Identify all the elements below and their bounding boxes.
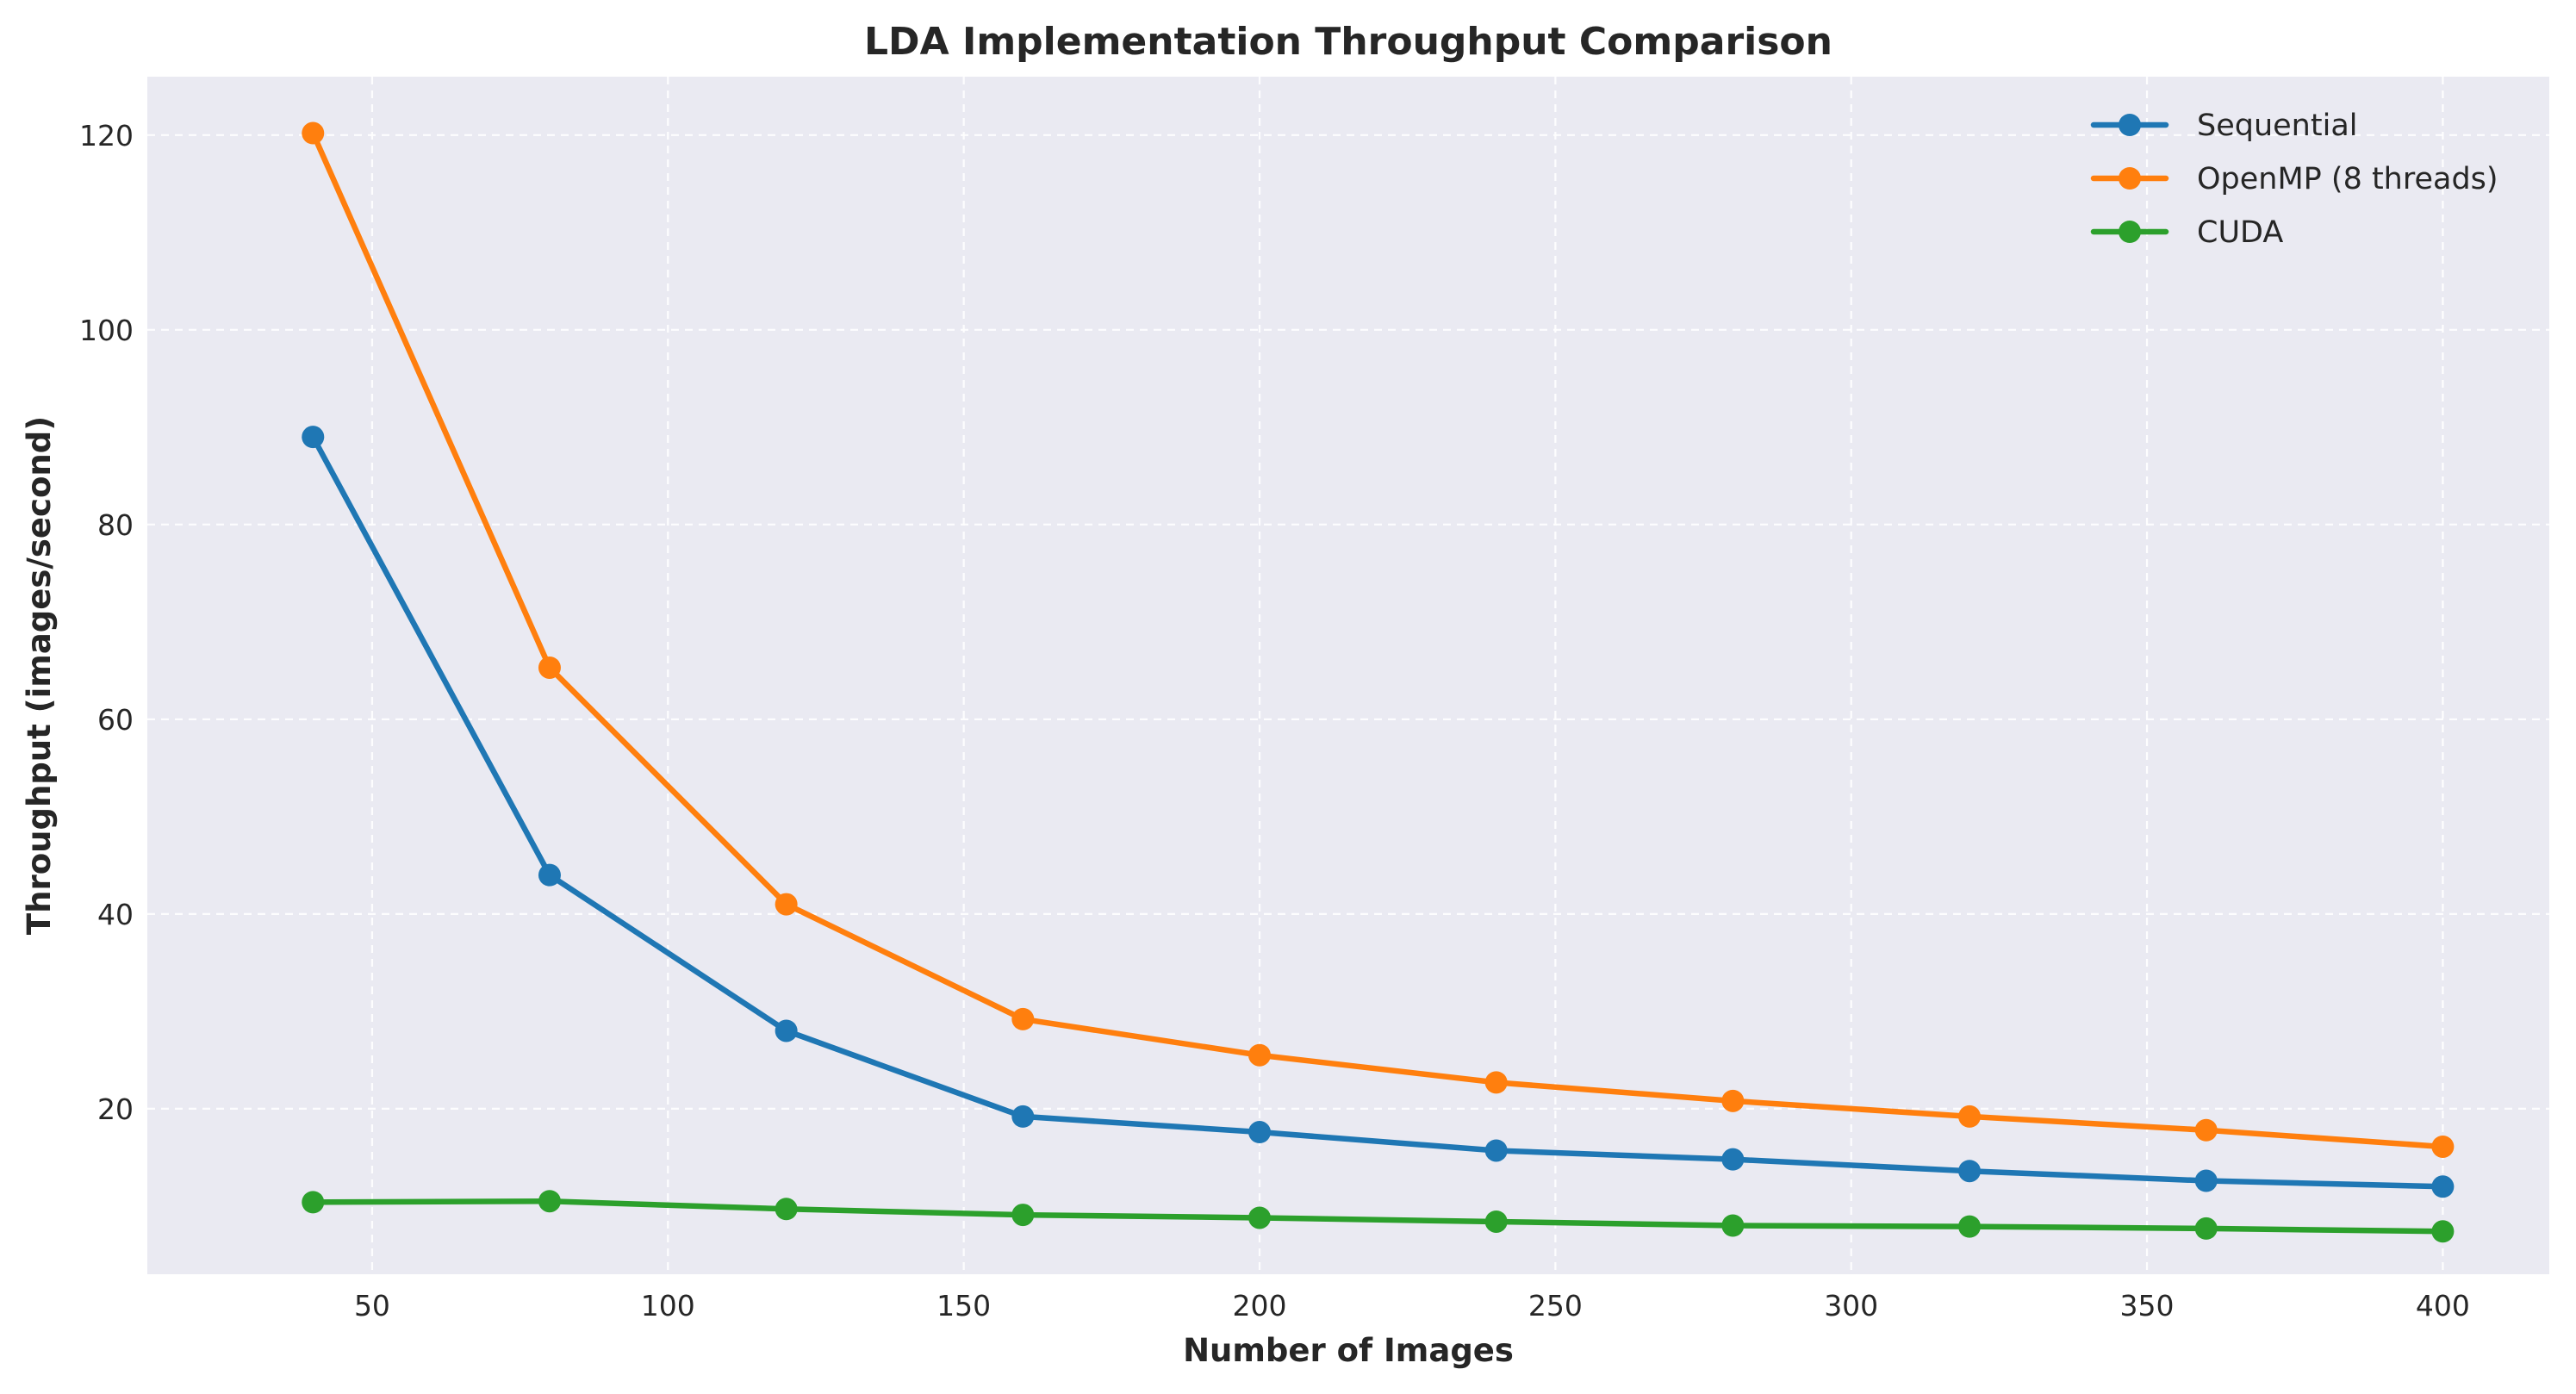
y-axis-title: Throughput (images/second) (21, 416, 58, 935)
legend-item: Sequential (2090, 109, 2357, 143)
y-tick-label: 120 (79, 119, 134, 152)
legend: Sequential OpenMP (8 threads) CUDA (2090, 109, 2498, 250)
data-point (1011, 1204, 1035, 1227)
series-layer (302, 121, 2455, 1243)
data-point (2194, 1118, 2218, 1142)
data-point (2431, 1135, 2455, 1158)
data-point (1248, 1121, 1271, 1144)
legend-item: OpenMP (8 threads) (2090, 162, 2498, 196)
x-tick-label: 300 (1824, 1289, 1878, 1322)
data-point (538, 656, 561, 679)
data-point (1484, 1210, 1508, 1233)
series-1 (302, 121, 2455, 1158)
plot-area (147, 77, 2549, 1274)
x-tick-label: 50 (354, 1289, 390, 1322)
data-point (1721, 1214, 1745, 1237)
x-tick-label: 150 (936, 1289, 991, 1322)
data-point (1958, 1160, 1982, 1183)
data-point (1484, 1139, 1508, 1162)
y-tick-label: 60 (97, 703, 134, 737)
data-point (538, 863, 561, 887)
data-point (538, 1190, 561, 1213)
legend-label: Sequential (2197, 109, 2357, 143)
legend-marker (2119, 167, 2141, 190)
data-point (302, 1191, 325, 1214)
tick-label-layer: 50 100 150 200 250 300 350 400 20 40 60 80 100 120 (79, 119, 2470, 1322)
x-tick-label: 250 (1528, 1289, 1583, 1322)
series-0 (302, 426, 2455, 1198)
grid-layer (147, 77, 2549, 1274)
chart-title: LDA Implementation Throughput Comparison (864, 20, 1832, 64)
data-point (1484, 1071, 1508, 1094)
data-point (2194, 1169, 2218, 1192)
data-point (302, 121, 325, 145)
legend-item: CUDA (2090, 215, 2283, 250)
data-point (775, 893, 798, 916)
data-point (302, 426, 325, 449)
data-point (1721, 1148, 1745, 1171)
data-point (1721, 1089, 1745, 1112)
y-tick-label: 100 (79, 314, 134, 347)
series-line (310, 130, 2446, 1150)
data-point (2431, 1175, 2455, 1198)
x-axis-title: Number of Images (1183, 1332, 1514, 1369)
y-tick-label: 20 (97, 1092, 134, 1126)
data-point (1011, 1007, 1035, 1030)
data-point (1248, 1043, 1271, 1067)
y-tick-label: 80 (97, 508, 134, 542)
legend-marker (2119, 114, 2141, 136)
x-tick-label: 100 (641, 1289, 695, 1322)
data-point (1958, 1215, 1982, 1238)
series-line (310, 1198, 2446, 1235)
x-tick-label: 350 (2120, 1289, 2175, 1322)
series-2 (302, 1190, 2455, 1243)
data-point (775, 1198, 798, 1221)
data-point (2194, 1217, 2218, 1240)
x-tick-label: 400 (2416, 1289, 2470, 1322)
series-line (310, 433, 2446, 1190)
legend-label: CUDA (2197, 215, 2283, 250)
x-tick-label: 200 (1232, 1289, 1286, 1322)
data-point (1958, 1105, 1982, 1128)
legend-label: OpenMP (8 threads) (2197, 162, 2498, 196)
y-tick-label: 40 (97, 898, 134, 931)
legend-marker (2119, 221, 2141, 243)
data-point (775, 1019, 798, 1042)
data-point (1011, 1105, 1035, 1128)
data-point (2431, 1220, 2455, 1243)
data-point (1248, 1206, 1271, 1229)
